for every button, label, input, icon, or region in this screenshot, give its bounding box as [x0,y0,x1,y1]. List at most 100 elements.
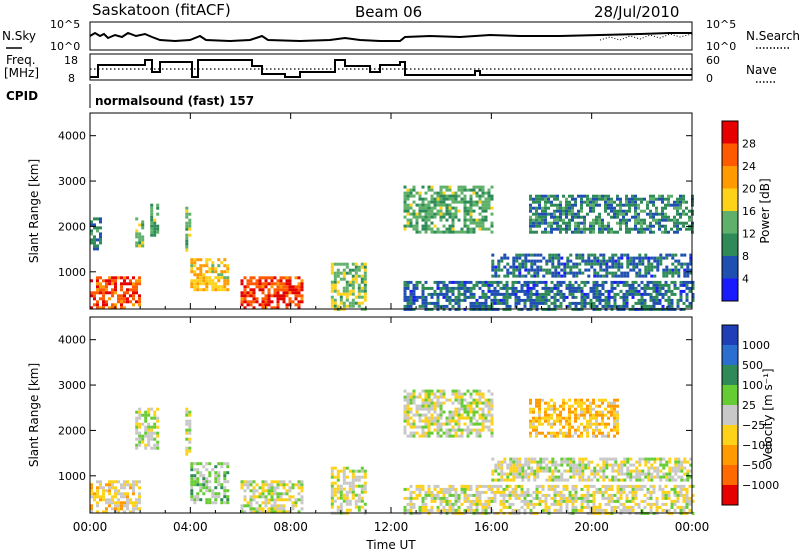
velocity-cell [190,486,194,490]
velocity-cell [587,475,591,479]
power-cell [607,298,611,302]
power-colorbar-swatch [722,188,738,211]
power-cell [123,306,126,310]
power-cell [363,280,367,284]
velocity-cell [403,395,407,399]
power-cell [634,286,638,290]
velocity-cell [635,478,639,482]
velocity-cell [442,499,446,503]
power-cell [551,256,555,260]
velocity-cell [577,425,580,429]
velocity-cell [580,422,583,426]
power-cell [196,288,200,292]
power-cell [108,297,111,301]
power-cell [481,292,485,296]
velocity-cell [632,469,636,473]
power-cell [196,276,200,280]
power-cell [508,295,512,299]
power-cell [211,282,215,286]
velocity-cell [135,410,139,414]
power-cell [96,276,99,280]
power-cell [625,224,628,228]
velocity-cell [150,446,154,450]
power-cell [649,197,652,201]
power-cell [616,292,620,296]
velocity-cell [412,502,416,506]
power-cell [556,224,559,228]
velocity-cell [589,407,592,411]
power-cell [226,282,230,286]
power-cell [515,274,519,278]
power-cell [288,303,292,307]
velocity-cell [475,401,479,405]
velocity-cell [132,483,135,487]
velocity-cell [562,434,565,438]
power-cell [99,232,102,236]
velocity-cell [360,505,364,509]
velocity-cell [667,490,671,494]
velocity-cell [363,487,367,491]
velocity-cell [258,486,262,490]
power-cell [653,265,657,269]
power-cell [457,280,461,284]
velocity-cell [541,487,545,491]
velocity-cell [490,508,494,512]
power-cell [674,259,678,263]
velocity-cell [598,422,601,426]
velocity-cell [523,496,527,500]
power-cell [333,262,337,266]
velocity-cell [126,498,129,502]
power-cell [472,203,476,207]
power-cell [264,294,268,298]
velocity-cell [433,416,437,420]
power-cell [566,271,570,275]
velocity-cell [572,466,576,470]
power-cell [664,197,667,201]
power-cell [637,292,641,296]
velocity-cell [643,493,647,497]
velocity-cell [415,431,419,435]
power-cell [427,200,431,204]
power-cell [487,194,491,198]
velocity-cell [448,428,452,432]
power-frame [89,112,693,310]
velocity-cell [475,410,479,414]
power-cell [544,227,547,231]
power-cell [673,203,676,207]
velocity-cell [553,493,557,497]
power-cell [514,292,518,296]
velocity-cell [580,496,584,500]
power-cell [126,282,129,286]
velocity-cell [478,434,482,438]
power-cell [685,292,689,296]
velocity-cell [457,416,461,420]
power-cell [632,268,636,272]
power-cell [466,200,470,204]
power-cell [535,194,538,198]
velocity-cell [472,428,476,432]
velocity-cell [433,487,437,491]
velocity-cell [448,484,452,488]
power-cell [205,264,209,268]
velocity-cell [129,510,132,514]
velocity-cell [457,505,461,509]
power-cell [120,294,123,298]
power-cell [273,282,277,286]
power-cell [496,301,500,305]
power-cell [156,224,160,228]
power-cell [595,200,598,204]
power-cell [563,265,567,269]
power-cell [220,261,224,265]
velocity-cell [653,475,657,479]
velocity-cell [105,498,108,502]
velocity-cell [583,407,586,411]
velocity-cell [333,466,337,470]
power-cell [457,188,461,192]
velocity-cell [586,493,590,497]
velocity-cell [475,398,479,402]
velocity-cell [565,419,568,423]
power-cell [202,264,206,268]
velocity-cell [487,484,491,488]
power-cell [544,280,548,284]
